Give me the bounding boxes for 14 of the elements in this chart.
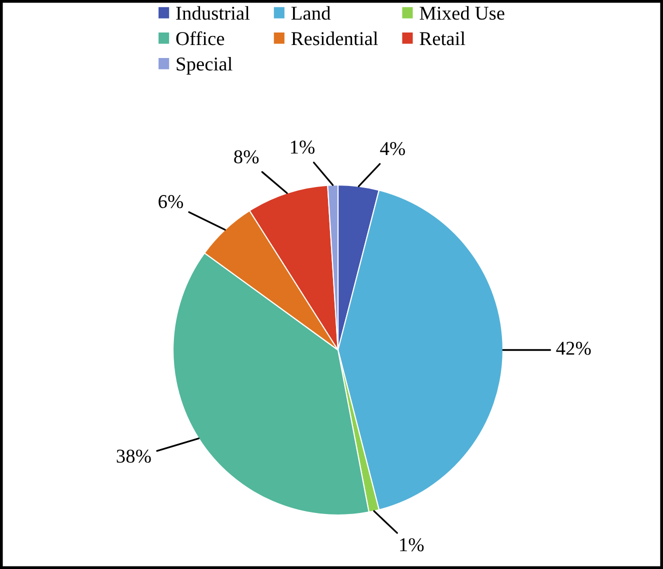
legend-label: Residential bbox=[291, 32, 378, 46]
legend-label: Office bbox=[176, 31, 224, 46]
data-label: 42% bbox=[556, 342, 591, 355]
data-label: 38% bbox=[116, 450, 151, 463]
data-label: 1% bbox=[400, 538, 424, 552]
legend-label: Land bbox=[291, 6, 331, 20]
legend-label: Retail bbox=[420, 32, 466, 46]
legend-label: Special bbox=[176, 56, 232, 75]
legend-label: Industrial bbox=[176, 6, 250, 20]
data-label: 8% bbox=[234, 150, 259, 164]
data-label: 1% bbox=[290, 140, 315, 154]
data-label: 6% bbox=[158, 195, 184, 208]
legend-label: Mixed Use bbox=[420, 6, 504, 20]
data-label: 4% bbox=[380, 142, 405, 156]
